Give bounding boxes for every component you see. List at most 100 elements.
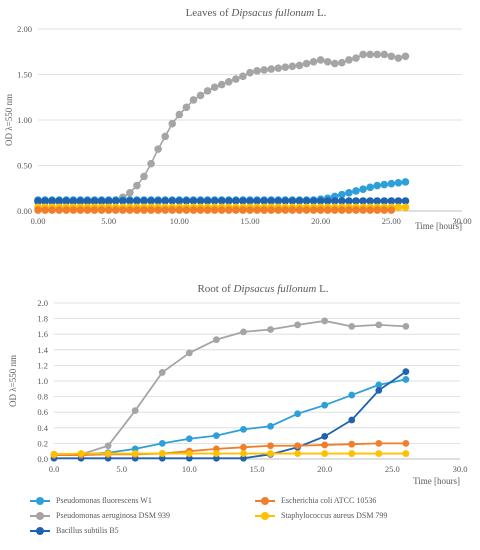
chart1-pseudomonas-aeruginosa-dsm-939-point xyxy=(359,50,367,59)
chart1-pseudomonas-aeruginosa-dsm-939-point xyxy=(387,52,396,61)
chart1-pseudomonas-aeruginosa-dsm-939-point xyxy=(260,66,268,74)
chart2-pseudomonas-aeruginosa-dsm-939-point xyxy=(321,317,329,325)
chart1-bacillus-subtilis-b5-point xyxy=(302,197,311,205)
chart2-y-tick-label: 0.6 xyxy=(37,407,48,417)
chart1-escherichia-coli-atcc-10536-point xyxy=(281,206,290,214)
chart1-escherichia-coli-atcc-10536-point xyxy=(48,206,56,214)
chart2-y-tick-label: 2.0 xyxy=(37,298,48,308)
chart1-bacillus-subtilis-b5-point xyxy=(133,197,141,205)
chart2-pseudomonas-fluorescens-w1-point xyxy=(375,381,383,389)
chart1-escherichia-coli-atcc-10536-point xyxy=(225,206,233,214)
chart2-staphylococcus-aureus-dsm-799-point xyxy=(240,450,247,457)
chart1-title: Leaves of Dipsacus fullonum L. xyxy=(186,7,327,19)
chart1-staphylococcus-aureus-dsm-799-point xyxy=(394,203,403,212)
chart2-x-tick-label: 5.0 xyxy=(116,464,127,474)
chart1-bacillus-subtilis-b5-point xyxy=(246,197,254,205)
chart1-escherichia-coli-atcc-10536-point xyxy=(246,206,254,214)
chart1-escherichia-coli-atcc-10536-point xyxy=(119,206,127,214)
chart1-bacillus-subtilis-b5-point xyxy=(217,197,226,205)
chart2-y-tick-label: 1.2 xyxy=(37,360,48,370)
chart2-escherichia-coli-atcc-10536-point xyxy=(321,441,329,449)
chart2-escherichia-coli-atcc-10536-point xyxy=(348,440,356,448)
chart1-escherichia-coli-atcc-10536-point xyxy=(111,206,120,214)
chart2-x-tick-label: 20.0 xyxy=(317,464,332,474)
chart1-escherichia-coli-atcc-10536-point xyxy=(41,206,49,214)
chart1-bacillus-subtilis-b5-point xyxy=(126,197,134,205)
chart2-pseudomonas-aeruginosa-dsm-939-point xyxy=(213,336,220,344)
chart1-pseudomonas-aeruginosa-dsm-939-point xyxy=(295,61,304,70)
chart1-escherichia-coli-atcc-10536-point xyxy=(274,206,283,214)
chart1-bacillus-subtilis-b5-point xyxy=(161,197,169,205)
chart2-pseudomonas-aeruginosa-dsm-939-point xyxy=(294,321,301,329)
chart1-bacillus-subtilis-b5-point xyxy=(97,197,106,205)
chart2-staphylococcus-aureus-dsm-799-point xyxy=(185,450,193,457)
chart2-pseudomonas-fluorescens-w1-point xyxy=(158,440,166,447)
chart1-bacillus-subtilis-b5-point xyxy=(331,197,339,205)
chart2-x-tick-label: 15.0 xyxy=(250,464,265,474)
chart1-pseudomonas-aeruginosa-dsm-939-point xyxy=(281,63,290,72)
chart1-title-part: Dipsacus fullonum xyxy=(230,7,314,19)
chart1-bacillus-subtilis-b5-point xyxy=(288,197,297,205)
chart1-escherichia-coli-atcc-10536-point xyxy=(140,206,148,214)
chart1-escherichia-coli-atcc-10536-point xyxy=(161,206,169,214)
chart1-escherichia-coli-atcc-10536-point xyxy=(126,206,134,214)
chart2-staphylococcus-aureus-dsm-799-point xyxy=(267,450,274,457)
chart1-escherichia-coli-atcc-10536-point xyxy=(359,206,367,214)
chart2-staphylococcus-aureus-dsm-799-point xyxy=(158,450,166,457)
chart1-escherichia-coli-atcc-10536-point xyxy=(97,206,106,214)
legend: Pseudomonas fluorescens W1 Escherichia co… xyxy=(30,496,470,550)
chart1-bacillus-subtilis-b5-point xyxy=(175,197,184,205)
chart1-x-tick-label: 20.00 xyxy=(311,216,330,226)
chart2-bacillus-subtilis-b5-point xyxy=(185,454,193,462)
chart1-bacillus-subtilis-b5-point xyxy=(154,197,162,205)
chart1-bacillus-subtilis-b5-point xyxy=(62,197,71,205)
chart1-x-tick-label: 5.00 xyxy=(101,216,116,226)
chart1-escherichia-coli-atcc-10536-point xyxy=(168,206,177,214)
chart2-y-tick-label: 0.4 xyxy=(37,423,48,433)
chart1-escherichia-coli-atcc-10536-point xyxy=(76,206,85,214)
chart1-bacillus-subtilis-b5-point xyxy=(401,197,410,205)
chart1-bacillus-subtilis-b5-point xyxy=(55,197,63,205)
chart1-bacillus-subtilis-b5-point xyxy=(239,197,247,205)
chart2-staphylococcus-aureus-dsm-799-point xyxy=(131,450,139,457)
chart1-escherichia-coli-atcc-10536-point xyxy=(232,206,240,214)
chart1-pseudomonas-aeruginosa-dsm-939-point xyxy=(225,77,233,86)
chart2-escherichia-coli-atcc-10536-point xyxy=(213,445,220,453)
chart2-y-tick-label: 0.8 xyxy=(37,392,48,402)
chart2-pseudomonas-aeruginosa-dsm-939-line xyxy=(54,320,406,456)
chart1-escherichia-coli-atcc-10536-point xyxy=(196,206,205,214)
chart2-bacillus-subtilis-b5-point xyxy=(240,454,247,462)
chart2-staphylococcus-aureus-dsm-799-point xyxy=(375,450,383,457)
chart1-bacillus-subtilis-b5-point xyxy=(387,197,396,205)
legend-swatch xyxy=(30,496,50,505)
chart1-escherichia-coli-atcc-10536-point xyxy=(373,206,382,214)
chart1-escherichia-coli-atcc-10536-point xyxy=(366,206,374,214)
chart1-escherichia-coli-atcc-10536-point xyxy=(154,206,162,214)
chart1-escherichia-coli-atcc-10536-point xyxy=(189,206,198,214)
chart1-escherichia-coli-atcc-10536-point xyxy=(260,206,268,214)
chart1-escherichia-coli-atcc-10536-point xyxy=(239,206,247,214)
chart2-bacillus-subtilis-b5-point xyxy=(375,386,383,394)
chart1-bacillus-subtilis-b5-point xyxy=(76,197,85,205)
chart2-staphylococcus-aureus-dsm-799-point xyxy=(348,450,356,457)
chart1-bacillus-subtilis-b5-point xyxy=(83,197,92,205)
legend-swatch-dot xyxy=(36,496,44,505)
chart1-escherichia-coli-atcc-10536-point xyxy=(83,206,92,214)
chart1-escherichia-coli-atcc-10536-point xyxy=(331,206,339,214)
chart1-escherichia-coli-atcc-10536-point xyxy=(352,206,360,214)
chart1-bacillus-subtilis-b5-point xyxy=(323,197,332,205)
chart2-staphylococcus-aureus-dsm-799-point xyxy=(213,450,220,457)
chart1-y-tick-label: 0.00 xyxy=(17,206,32,216)
chart1-pseudomonas-aeruginosa-dsm-939-point xyxy=(196,91,205,100)
chart1-escherichia-coli-atcc-10536-point xyxy=(338,206,346,214)
chart2-pseudomonas-aeruginosa-dsm-939-point xyxy=(375,321,383,329)
legend-swatch-dot xyxy=(36,511,44,520)
chart1-escherichia-coli-atcc-10536-point xyxy=(217,206,226,214)
chart1-bacillus-subtilis-b5-point xyxy=(352,197,360,205)
chart1-bacillus-subtilis-b5-point xyxy=(69,197,78,205)
chart1-escherichia-coli-atcc-10536-point xyxy=(34,206,42,214)
chart2-pseudomonas-aeruginosa-dsm-939-point xyxy=(267,326,274,333)
chart1-pseudomonas-aeruginosa-dsm-939-point xyxy=(401,52,410,61)
chart1-pseudomonas-fluorescens-w1-point xyxy=(380,180,389,189)
chart1-pseudomonas-aeruginosa-dsm-939-point xyxy=(345,56,353,64)
